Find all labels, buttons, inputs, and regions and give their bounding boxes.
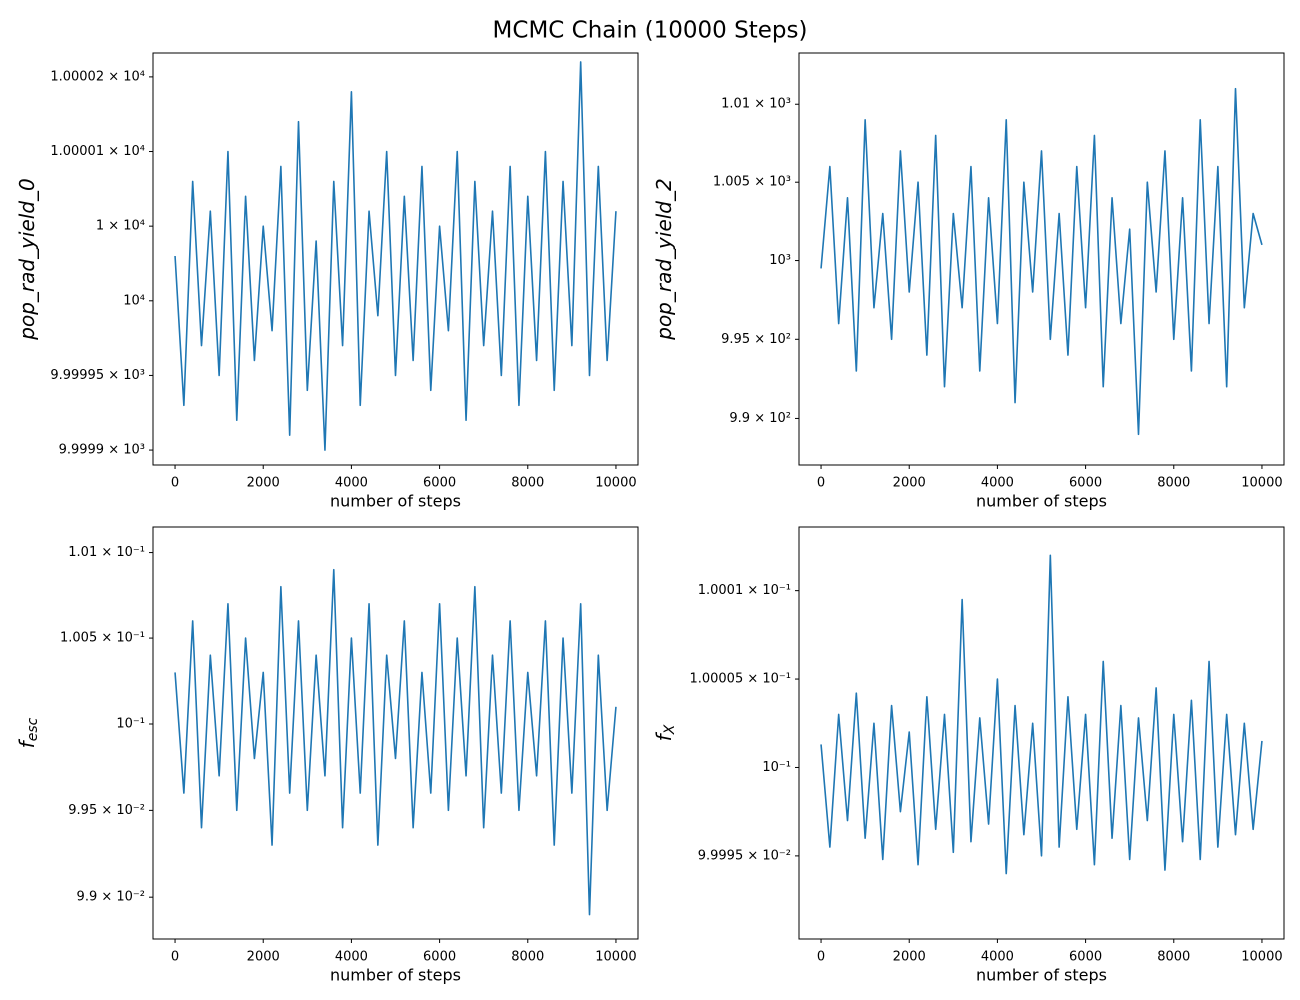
y-tick-label: 1.005 × 10³ [713, 175, 791, 190]
y-tick-label: 9.9 × 10⁻² [77, 890, 145, 905]
y-tick-label: 9.9 × 10² [729, 411, 791, 426]
y-tick-label: 1.0001 × 10⁻¹ [698, 583, 791, 598]
axes-frame [798, 52, 1285, 466]
x-tick-label: 0 [817, 476, 825, 491]
subplot: 0 2000 4000 6000 8000 10000 9.9999 × 10³ 9.9999… [15, 52, 639, 511]
y-tick-label: 9.9995 × 10⁻² [698, 848, 791, 863]
y-axis-label: pop_rad_yield_2 [652, 178, 676, 340]
y-tick-label: 1.01 × 10³ [721, 97, 791, 112]
y-tick-label: 1 × 10⁴ [96, 219, 145, 234]
x-tick-label: 8000 [1157, 950, 1190, 965]
x-tick-label: 4000 [981, 476, 1014, 491]
axes-frame [798, 526, 1285, 940]
x-tick-label: 0 [817, 950, 825, 965]
subplot: 0 2000 4000 6000 8000 10000 9.9995 × 10⁻² 10⁻¹ 1… [652, 526, 1285, 985]
x-axis-label: number of steps [976, 492, 1107, 511]
plot-area [799, 53, 1284, 465]
x-tick-label: 4000 [335, 476, 368, 491]
x-tick-label: 4000 [981, 950, 1014, 965]
y-tick-label: 9.95 × 10⁻² [68, 803, 145, 818]
axes-frame [152, 52, 639, 466]
x-tick-label: 0 [171, 476, 179, 491]
x-axis-label: number of steps [330, 966, 461, 985]
x-tick-label: 6000 [1069, 476, 1102, 491]
plot-area [153, 527, 638, 939]
y-tick-label: 1.00002 × 10⁴ [50, 69, 145, 84]
x-tick-label: 8000 [511, 476, 544, 491]
x-tick-label: 0 [171, 950, 179, 965]
axes-frame [152, 526, 639, 940]
x-tick-label: 10000 [1241, 950, 1282, 965]
y-tick-label: 1.01 × 10⁻¹ [68, 545, 145, 560]
y-tick-label: 9.99995 × 10³ [50, 368, 145, 383]
y-tick-label: 10⁻¹ [116, 717, 145, 732]
y-axis-label-main: f [15, 738, 39, 748]
x-tick-label: 10000 [595, 476, 636, 491]
y-axis-label-subscript: esc [25, 717, 41, 741]
y-axis-label: fX [652, 724, 679, 741]
y-tick-label: 1.00001 × 10⁴ [50, 144, 145, 159]
x-tick-label: 6000 [423, 950, 456, 965]
y-tick-label: 9.9999 × 10³ [59, 443, 145, 458]
plot-area [799, 527, 1284, 939]
x-tick-label: 10000 [595, 950, 636, 965]
x-tick-label: 10000 [1241, 476, 1282, 491]
y-axis-label-main: pop_rad_yield_2 [652, 178, 676, 340]
trace-line [820, 554, 1263, 875]
x-tick-label: 2000 [247, 476, 280, 491]
y-axis-label-main: f [652, 731, 676, 741]
y-axis-label-main: pop_rad_yield_0 [15, 178, 39, 340]
y-axis-label: pop_rad_yield_0 [15, 178, 39, 340]
x-tick-label: 6000 [423, 476, 456, 491]
y-tick-label: 10³ [769, 253, 791, 268]
y-tick-label: 1.00005 × 10⁻¹ [689, 672, 791, 687]
x-axis-label: number of steps [330, 492, 461, 511]
subplot: 0 2000 4000 6000 8000 10000 9.9 × 10⁻² 9.95 × 1… [15, 526, 639, 985]
y-tick-label: 9.95 × 10² [721, 332, 791, 347]
trace-line [174, 61, 617, 451]
x-tick-label: 2000 [893, 476, 926, 491]
trace-line [820, 87, 1263, 436]
x-axis-label: number of steps [976, 966, 1107, 985]
x-tick-label: 8000 [511, 950, 544, 965]
x-tick-label: 4000 [335, 950, 368, 965]
trace-line [174, 568, 617, 916]
y-tick-label: 10⁻¹ [762, 760, 791, 775]
x-tick-label: 8000 [1157, 476, 1190, 491]
plot-area [153, 53, 638, 465]
x-tick-label: 6000 [1069, 950, 1102, 965]
x-tick-label: 2000 [247, 950, 280, 965]
y-tick-label: 1.005 × 10⁻¹ [60, 631, 145, 646]
y-axis-label: fesc [15, 717, 42, 748]
y-tick-label: 10⁴ [123, 293, 145, 308]
subplot: 0 2000 4000 6000 8000 10000 9.9 × 10² 9.95 × 10… [652, 52, 1285, 511]
x-tick-label: 2000 [893, 950, 926, 965]
y-axis-label-subscript: X [662, 724, 678, 735]
figure-title: MCMC Chain (10000 Steps) [493, 18, 808, 44]
